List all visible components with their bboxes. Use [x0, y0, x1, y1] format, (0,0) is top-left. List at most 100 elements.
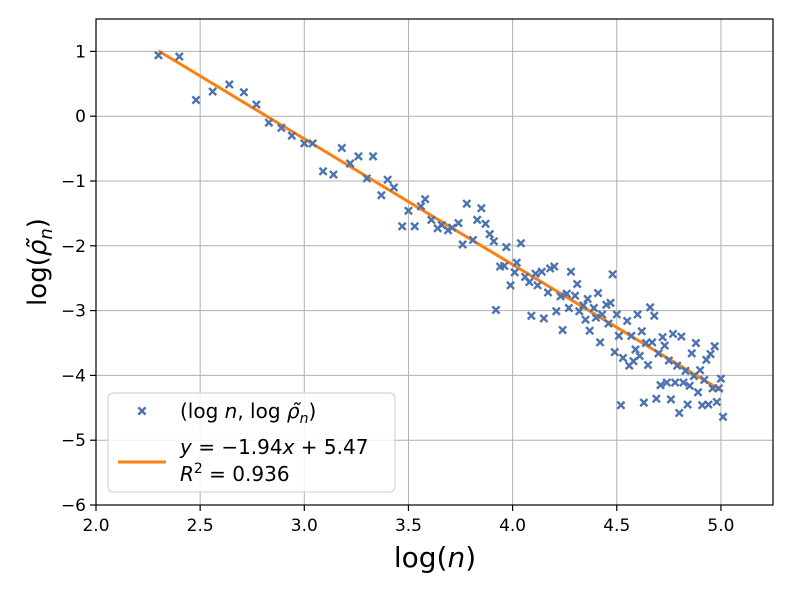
x-tick-label: 3.5 [395, 516, 422, 536]
scatter-point [251, 100, 261, 109]
scatter-point [551, 306, 561, 316]
scatter-point [174, 52, 184, 62]
x-tick-label: 2.0 [82, 516, 109, 536]
scatter-point [608, 269, 618, 279]
scatter-point [670, 378, 680, 387]
scatter-point [566, 267, 576, 277]
scatter-point [689, 371, 699, 381]
scatter-point [647, 337, 657, 347]
scatter-point [685, 381, 695, 391]
scatter-point [510, 267, 520, 277]
scatter-point [585, 326, 595, 336]
scatter-point [639, 398, 649, 408]
legend-fit-equation: y = −1.94x + 5.47 [179, 435, 368, 459]
legend: (log n, log ρ̃n) y = −1.94x + 5.47 R2 = … [107, 392, 396, 493]
y-tick-label: 0 [75, 107, 86, 127]
y-tick-label: −2 [61, 237, 86, 257]
y-tick-label: 1 [75, 42, 86, 62]
scatter-point [706, 349, 715, 359]
scatter-point [712, 397, 722, 407]
scatter-point [581, 315, 590, 325]
scatter-point [337, 143, 347, 153]
scatter-point [666, 394, 676, 404]
scatter-point [318, 166, 328, 176]
axes [95, 18, 774, 506]
scatter-point [533, 280, 543, 290]
scatter-point [597, 310, 607, 319]
scatter-point [691, 338, 701, 348]
scatter-point [191, 95, 201, 105]
scatter-point [287, 131, 297, 141]
scatter-point [447, 223, 457, 233]
scatter-point [643, 360, 653, 370]
scatter-series [154, 50, 728, 422]
scatter-point [714, 383, 724, 393]
x-tick-label: 3.0 [291, 516, 318, 536]
scatter-point [481, 219, 490, 229]
x-tick-label: 5.0 [707, 516, 734, 536]
scatter-point [603, 319, 613, 329]
scatter-point [633, 310, 643, 319]
scatter-point [299, 138, 309, 148]
scatter-point [410, 221, 420, 231]
scatter-point [649, 311, 659, 321]
scatter-point [345, 159, 355, 168]
scatter-point [622, 316, 632, 326]
fit-line [157, 49, 724, 393]
scatter-point [562, 289, 572, 299]
scatter-point [397, 221, 407, 231]
scatter-point [674, 408, 684, 418]
scatter-point [476, 203, 486, 213]
scatter-point [389, 183, 399, 192]
legend-scatter-label: (log n, log ρ̃n) [180, 399, 316, 427]
scatter-point [583, 294, 593, 304]
scatter-point [645, 302, 655, 312]
scatter-point [716, 374, 726, 384]
scatter-point [462, 199, 472, 209]
scatter-point [239, 87, 249, 97]
scatter-point [489, 236, 499, 246]
plot-frame [95, 18, 774, 506]
y-tick-label: −3 [61, 302, 86, 322]
scatter-point [524, 277, 534, 287]
scatter-point [668, 329, 678, 339]
scatter-point [558, 325, 568, 335]
scatter-point [499, 261, 509, 271]
scatter-point [683, 400, 693, 410]
grid-lines [95, 19, 773, 506]
scatter-point [376, 190, 386, 200]
scatter-point [656, 380, 665, 390]
x-tick-label: 4.0 [499, 516, 526, 536]
x-axis-label: log(n) [394, 541, 476, 574]
scatter-point [610, 347, 620, 357]
scatter-point [578, 300, 588, 310]
scatter-point [512, 258, 522, 268]
scatter-point [614, 331, 624, 341]
scatter-point [664, 356, 674, 365]
scatter-point [676, 332, 686, 341]
scatter-point [276, 123, 286, 133]
scatter-point [154, 50, 163, 60]
x-tick-label: 2.5 [187, 516, 214, 536]
scatter-point [556, 291, 565, 301]
scatter-point [426, 215, 436, 225]
scatter-point [404, 206, 413, 216]
scatter-point [526, 311, 536, 321]
scatter-point [616, 400, 626, 410]
scatter-point [458, 240, 468, 249]
scatter-point [695, 365, 705, 375]
x-axis-ticks: 2.0 2.5 3.0 3.5 4.0 4.5 5.0 [82, 505, 734, 536]
scatter-point [595, 337, 605, 347]
y-axis-label: log(ρ̃n) [23, 218, 57, 306]
scatter-point [653, 348, 663, 358]
scatter-point [591, 313, 601, 323]
scatter-point [631, 345, 640, 354]
scatter-point [678, 378, 688, 387]
scatter-point [606, 298, 615, 308]
scatter-point [501, 242, 511, 252]
scatter-point [420, 194, 430, 204]
scatter-point [383, 175, 393, 185]
scatter-point [672, 361, 682, 371]
scatter-point [681, 366, 690, 376]
